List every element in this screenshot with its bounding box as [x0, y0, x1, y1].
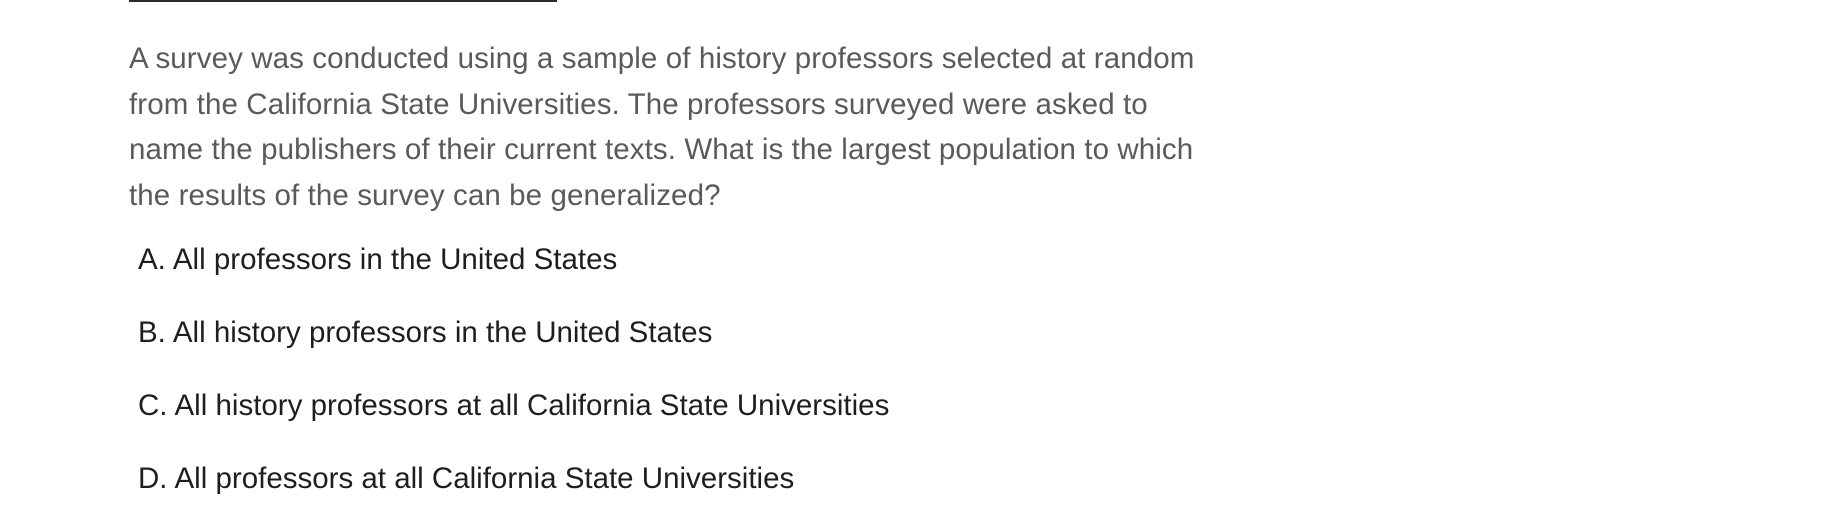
option-a[interactable]: A. All professors in the United States	[138, 237, 889, 310]
option-letter: D.	[138, 462, 168, 495]
question-text: A survey was conducted using a sample of…	[129, 42, 1195, 212]
option-text: All history professors at all California…	[174, 389, 890, 422]
option-text: All history professors in the United Sta…	[172, 316, 713, 349]
section-divider	[129, 0, 557, 2]
option-b[interactable]: B. All history professors in the United …	[138, 310, 889, 383]
option-letter: A.	[138, 243, 166, 276]
option-letter: B.	[138, 316, 166, 349]
option-text: All professors at all California State U…	[174, 462, 795, 495]
option-d[interactable]: D. All professors at all California Stat…	[138, 456, 889, 529]
option-letter: C.	[138, 389, 168, 422]
answer-options: A. All professors in the United States B…	[138, 237, 889, 529]
option-c[interactable]: C. All history professors at all Califor…	[138, 383, 889, 456]
option-text: All professors in the United States	[172, 243, 618, 276]
